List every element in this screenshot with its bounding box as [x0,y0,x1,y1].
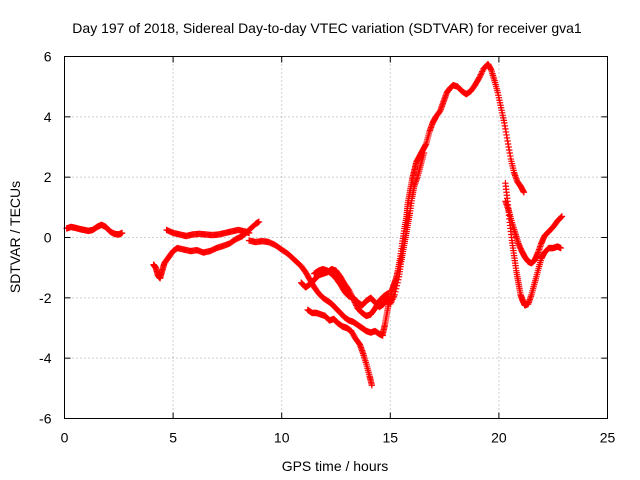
data-point [557,214,564,222]
plot-frame [64,56,608,419]
data-point [387,299,395,306]
data-series-11 [502,198,566,267]
x-tick-label: 15 [383,430,399,446]
y-tick-label: 4 [44,109,52,125]
data-point [118,229,126,237]
data-point [390,293,398,300]
chart-title: Day 197 of 2018, Sidereal Day-to-day VTE… [72,20,582,36]
data-point [477,71,484,78]
data-point [558,213,566,220]
data-point [368,382,376,389]
data-point [476,74,483,81]
data-point [393,282,401,289]
x-tick-label: 20 [491,430,507,446]
data-point [395,276,402,283]
data-point [557,213,565,221]
grid-lines [64,56,608,419]
data-point [479,68,486,75]
y-axis-label: SDTVAR / TECUs [7,181,23,293]
data-point [245,229,253,237]
y-tick-label: -6 [39,411,52,427]
y-tick-label: -4 [39,350,52,366]
y-tick-label: -2 [39,290,52,306]
data-series-9 [387,149,428,308]
x-tick-label: 10 [274,430,290,446]
data-point [420,149,428,157]
data-series-10 [502,180,565,309]
data-point [557,244,565,252]
y-tick-label: 0 [44,230,52,246]
data-point [255,218,263,226]
data-point [389,296,396,303]
data-point [391,291,398,299]
data-point [478,69,485,77]
data-point [394,279,401,286]
data-point [475,75,482,83]
data-point [392,285,400,292]
data-series-3 [163,226,253,240]
data-series-1 [63,221,126,238]
data-point [389,294,397,302]
tick-labels: 0 5 10 15 20 25 -6 -4 -2 0 2 4 6 [39,49,615,446]
data-series-4 [245,237,386,339]
x-tick-label: 25 [600,430,616,446]
x-tick-label: 5 [169,430,177,446]
data-point [476,72,484,80]
data-point [388,297,395,305]
y-tick-label: 2 [44,169,52,185]
data-points [63,60,566,389]
x-tick-label: 0 [61,430,69,446]
y-tick-label: 6 [44,49,52,65]
data-point [392,288,399,295]
data-point [387,300,394,308]
x-axis-label: GPS time / hours [282,458,389,474]
data-series-6 [304,306,376,389]
axis-ticks [64,56,608,419]
data-series-7 [311,265,392,311]
data-point [520,189,528,196]
